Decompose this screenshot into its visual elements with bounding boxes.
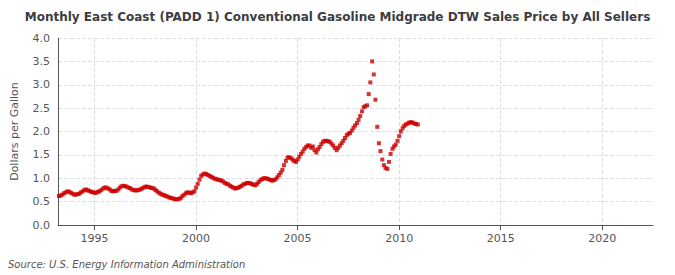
svg-text:2.5: 2.5 [33,102,51,115]
svg-text:1995: 1995 [81,232,109,245]
svg-text:0.0: 0.0 [33,219,51,232]
svg-text:Monthly East Coast (PADD 1) Co: Monthly East Coast (PADD 1) Conventional… [25,10,651,24]
svg-text:0.5: 0.5 [33,195,51,208]
svg-text:2015: 2015 [487,232,515,245]
svg-text:2.0: 2.0 [33,125,51,138]
svg-text:2005: 2005 [284,232,312,245]
svg-text:2000: 2000 [182,232,210,245]
svg-text:Dollars per Gallon: Dollars per Gallon [8,82,21,181]
svg-text:3.0: 3.0 [33,78,51,91]
svg-text:Source: U.S. Energy Informatio: Source: U.S. Energy Information Administ… [8,259,245,270]
svg-text:1.5: 1.5 [33,148,51,161]
svg-text:4.0: 4.0 [33,32,51,45]
svg-text:2020: 2020 [588,232,616,245]
svg-text:1.0: 1.0 [33,172,51,185]
svg-text:3.5: 3.5 [33,55,51,68]
svg-text:2010: 2010 [385,232,413,245]
